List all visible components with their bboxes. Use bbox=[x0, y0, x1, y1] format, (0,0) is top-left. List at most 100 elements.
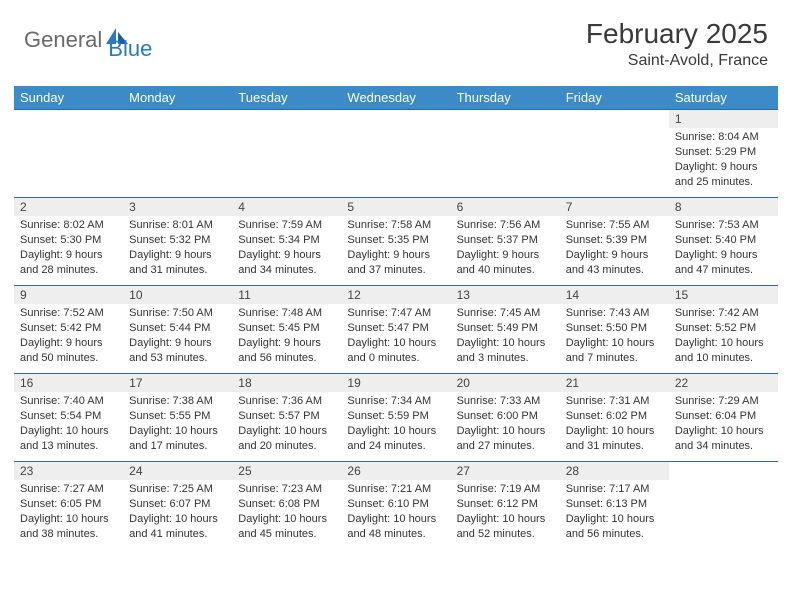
day-details: Sunrise: 7:47 AMSunset: 5:47 PMDaylight:… bbox=[341, 304, 450, 369]
calendar-day-cell: 25Sunrise: 7:23 AMSunset: 6:08 PMDayligh… bbox=[232, 462, 341, 550]
weekday-header: Friday bbox=[560, 86, 669, 110]
calendar-day-cell: 17Sunrise: 7:38 AMSunset: 5:55 PMDayligh… bbox=[123, 374, 232, 462]
day-number: 3 bbox=[123, 198, 232, 216]
calendar-day-cell: 23Sunrise: 7:27 AMSunset: 6:05 PMDayligh… bbox=[14, 462, 123, 550]
day-details: Sunrise: 7:58 AMSunset: 5:35 PMDaylight:… bbox=[341, 216, 450, 281]
calendar-day-cell: 28Sunrise: 7:17 AMSunset: 6:13 PMDayligh… bbox=[560, 462, 669, 550]
day-number: 20 bbox=[451, 374, 560, 392]
weekday-header: Saturday bbox=[669, 86, 778, 110]
calendar-day-cell: 26Sunrise: 7:21 AMSunset: 6:10 PMDayligh… bbox=[341, 462, 450, 550]
calendar-day-cell: 18Sunrise: 7:36 AMSunset: 5:57 PMDayligh… bbox=[232, 374, 341, 462]
calendar-empty-cell bbox=[669, 462, 778, 550]
day-details: Sunrise: 7:38 AMSunset: 5:55 PMDaylight:… bbox=[123, 392, 232, 457]
calendar-day-cell: 19Sunrise: 7:34 AMSunset: 5:59 PMDayligh… bbox=[341, 374, 450, 462]
day-number: 1 bbox=[669, 110, 778, 128]
day-number: 8 bbox=[669, 198, 778, 216]
calendar-empty-cell bbox=[123, 110, 232, 198]
day-number: 9 bbox=[14, 286, 123, 304]
day-number: 5 bbox=[341, 198, 450, 216]
calendar-day-cell: 2Sunrise: 8:02 AMSunset: 5:30 PMDaylight… bbox=[14, 198, 123, 286]
day-details: Sunrise: 7:33 AMSunset: 6:00 PMDaylight:… bbox=[451, 392, 560, 457]
day-number: 24 bbox=[123, 462, 232, 480]
day-number: 15 bbox=[669, 286, 778, 304]
calendar-row: 2Sunrise: 8:02 AMSunset: 5:30 PMDaylight… bbox=[14, 198, 778, 286]
calendar-day-cell: 6Sunrise: 7:56 AMSunset: 5:37 PMDaylight… bbox=[451, 198, 560, 286]
logo-text-blue: Blue bbox=[108, 36, 152, 62]
weekday-header: Monday bbox=[123, 86, 232, 110]
calendar-day-cell: 5Sunrise: 7:58 AMSunset: 5:35 PMDaylight… bbox=[341, 198, 450, 286]
day-number: 2 bbox=[14, 198, 123, 216]
day-number: 17 bbox=[123, 374, 232, 392]
title-block: February 2025 Saint-Avold, France bbox=[586, 18, 768, 70]
day-details: Sunrise: 7:21 AMSunset: 6:10 PMDaylight:… bbox=[341, 480, 450, 545]
day-details: Sunrise: 8:04 AMSunset: 5:29 PMDaylight:… bbox=[669, 128, 778, 193]
day-number: 16 bbox=[14, 374, 123, 392]
day-details: Sunrise: 7:42 AMSunset: 5:52 PMDaylight:… bbox=[669, 304, 778, 369]
day-number: 25 bbox=[232, 462, 341, 480]
calendar-day-cell: 1Sunrise: 8:04 AMSunset: 5:29 PMDaylight… bbox=[669, 110, 778, 198]
day-details: Sunrise: 7:43 AMSunset: 5:50 PMDaylight:… bbox=[560, 304, 669, 369]
day-details: Sunrise: 7:45 AMSunset: 5:49 PMDaylight:… bbox=[451, 304, 560, 369]
calendar-day-cell: 20Sunrise: 7:33 AMSunset: 6:00 PMDayligh… bbox=[451, 374, 560, 462]
day-number: 28 bbox=[560, 462, 669, 480]
weekday-header: Wednesday bbox=[341, 86, 450, 110]
day-details: Sunrise: 7:36 AMSunset: 5:57 PMDaylight:… bbox=[232, 392, 341, 457]
day-number: 6 bbox=[451, 198, 560, 216]
weekday-header: Sunday bbox=[14, 86, 123, 110]
calendar-day-cell: 16Sunrise: 7:40 AMSunset: 5:54 PMDayligh… bbox=[14, 374, 123, 462]
logo: General Blue bbox=[24, 18, 152, 62]
calendar-row: 16Sunrise: 7:40 AMSunset: 5:54 PMDayligh… bbox=[14, 374, 778, 462]
day-details: Sunrise: 7:53 AMSunset: 5:40 PMDaylight:… bbox=[669, 216, 778, 281]
calendar-day-cell: 21Sunrise: 7:31 AMSunset: 6:02 PMDayligh… bbox=[560, 374, 669, 462]
day-number: 19 bbox=[341, 374, 450, 392]
day-details: Sunrise: 7:17 AMSunset: 6:13 PMDaylight:… bbox=[560, 480, 669, 545]
month-title: February 2025 bbox=[586, 18, 768, 50]
calendar-day-cell: 8Sunrise: 7:53 AMSunset: 5:40 PMDaylight… bbox=[669, 198, 778, 286]
day-number: 26 bbox=[341, 462, 450, 480]
day-number: 23 bbox=[14, 462, 123, 480]
calendar-day-cell: 3Sunrise: 8:01 AMSunset: 5:32 PMDaylight… bbox=[123, 198, 232, 286]
calendar-day-cell: 7Sunrise: 7:55 AMSunset: 5:39 PMDaylight… bbox=[560, 198, 669, 286]
day-details: Sunrise: 7:25 AMSunset: 6:07 PMDaylight:… bbox=[123, 480, 232, 545]
calendar-day-cell: 22Sunrise: 7:29 AMSunset: 6:04 PMDayligh… bbox=[669, 374, 778, 462]
day-details: Sunrise: 7:50 AMSunset: 5:44 PMDaylight:… bbox=[123, 304, 232, 369]
day-number: 18 bbox=[232, 374, 341, 392]
calendar-body: 1Sunrise: 8:04 AMSunset: 5:29 PMDaylight… bbox=[14, 110, 778, 550]
day-details: Sunrise: 8:02 AMSunset: 5:30 PMDaylight:… bbox=[14, 216, 123, 281]
calendar-day-cell: 11Sunrise: 7:48 AMSunset: 5:45 PMDayligh… bbox=[232, 286, 341, 374]
day-details: Sunrise: 7:56 AMSunset: 5:37 PMDaylight:… bbox=[451, 216, 560, 281]
day-details: Sunrise: 7:55 AMSunset: 5:39 PMDaylight:… bbox=[560, 216, 669, 281]
weekday-header: Thursday bbox=[451, 86, 560, 110]
day-number: 14 bbox=[560, 286, 669, 304]
calendar-day-cell: 12Sunrise: 7:47 AMSunset: 5:47 PMDayligh… bbox=[341, 286, 450, 374]
calendar-day-cell: 24Sunrise: 7:25 AMSunset: 6:07 PMDayligh… bbox=[123, 462, 232, 550]
day-details: Sunrise: 7:48 AMSunset: 5:45 PMDaylight:… bbox=[232, 304, 341, 369]
day-number: 27 bbox=[451, 462, 560, 480]
day-details: Sunrise: 7:52 AMSunset: 5:42 PMDaylight:… bbox=[14, 304, 123, 369]
page-header: General Blue February 2025 Saint-Avold, … bbox=[0, 0, 792, 78]
calendar-row: 9Sunrise: 7:52 AMSunset: 5:42 PMDaylight… bbox=[14, 286, 778, 374]
calendar-day-cell: 10Sunrise: 7:50 AMSunset: 5:44 PMDayligh… bbox=[123, 286, 232, 374]
day-details: Sunrise: 7:19 AMSunset: 6:12 PMDaylight:… bbox=[451, 480, 560, 545]
calendar-empty-cell bbox=[560, 110, 669, 198]
calendar-empty-cell bbox=[232, 110, 341, 198]
day-number: 11 bbox=[232, 286, 341, 304]
weekday-header: Tuesday bbox=[232, 86, 341, 110]
day-details: Sunrise: 7:40 AMSunset: 5:54 PMDaylight:… bbox=[14, 392, 123, 457]
day-number: 13 bbox=[451, 286, 560, 304]
calendar-row: 23Sunrise: 7:27 AMSunset: 6:05 PMDayligh… bbox=[14, 462, 778, 550]
day-details: Sunrise: 7:27 AMSunset: 6:05 PMDaylight:… bbox=[14, 480, 123, 545]
day-number: 21 bbox=[560, 374, 669, 392]
logo-text-general: General bbox=[24, 27, 102, 53]
day-number: 7 bbox=[560, 198, 669, 216]
day-details: Sunrise: 7:59 AMSunset: 5:34 PMDaylight:… bbox=[232, 216, 341, 281]
calendar-table: SundayMondayTuesdayWednesdayThursdayFrid… bbox=[14, 86, 778, 550]
calendar-day-cell: 13Sunrise: 7:45 AMSunset: 5:49 PMDayligh… bbox=[451, 286, 560, 374]
calendar-day-cell: 4Sunrise: 7:59 AMSunset: 5:34 PMDaylight… bbox=[232, 198, 341, 286]
calendar-header-row: SundayMondayTuesdayWednesdayThursdayFrid… bbox=[14, 86, 778, 110]
day-details: Sunrise: 7:34 AMSunset: 5:59 PMDaylight:… bbox=[341, 392, 450, 457]
day-number: 10 bbox=[123, 286, 232, 304]
location-label: Saint-Avold, France bbox=[586, 52, 768, 70]
day-details: Sunrise: 7:23 AMSunset: 6:08 PMDaylight:… bbox=[232, 480, 341, 545]
day-details: Sunrise: 8:01 AMSunset: 5:32 PMDaylight:… bbox=[123, 216, 232, 281]
